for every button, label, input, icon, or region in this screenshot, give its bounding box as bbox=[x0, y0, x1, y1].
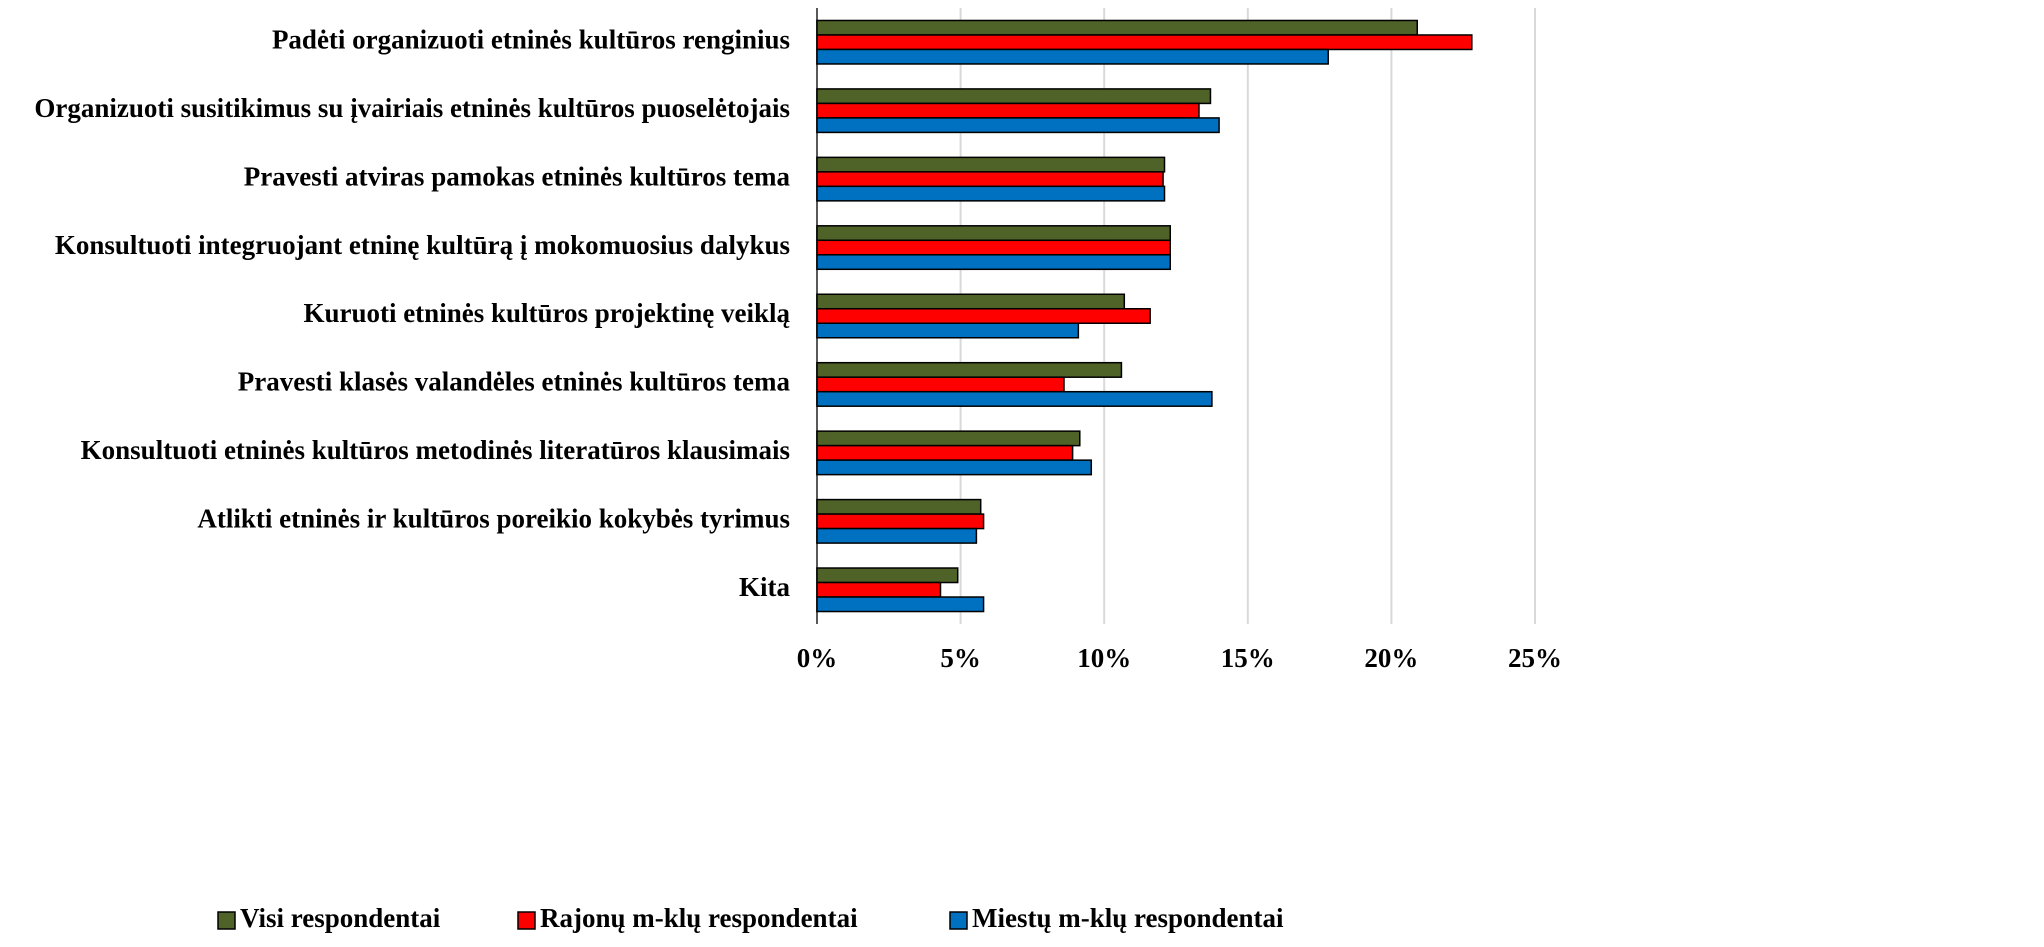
bar bbox=[816, 390, 1213, 407]
legend-label: Visi respondentai bbox=[240, 903, 441, 933]
bar bbox=[816, 596, 985, 613]
y-tick-label: Padėti organizuoti etninės kultūros reng… bbox=[272, 24, 790, 54]
bar bbox=[816, 527, 978, 544]
bar bbox=[816, 102, 1200, 119]
bar bbox=[816, 171, 1164, 188]
bar bbox=[816, 498, 982, 515]
bar bbox=[816, 567, 959, 584]
bar bbox=[816, 88, 1212, 105]
bar bbox=[816, 185, 1166, 202]
y-tick-label: Pravesti klasės valandėles etninės kultū… bbox=[238, 367, 791, 397]
y-tick-label: Kita bbox=[739, 572, 790, 602]
bar bbox=[816, 459, 1093, 476]
bar bbox=[816, 322, 1080, 339]
bar bbox=[816, 430, 1081, 447]
x-tick-label: 25% bbox=[1508, 643, 1562, 673]
legend-swatch bbox=[949, 911, 968, 930]
x-tick-label: 10% bbox=[1077, 643, 1131, 673]
bar bbox=[816, 308, 1151, 324]
legend-swatch bbox=[517, 911, 536, 930]
bar bbox=[816, 376, 1065, 393]
bar bbox=[816, 117, 1220, 134]
y-tick-label: Kuruoti etninės kultūros projektinę veik… bbox=[303, 298, 790, 328]
y-tick-label: Pravesti atviras pamokas etninės kultūro… bbox=[244, 161, 791, 191]
bar bbox=[816, 34, 1473, 51]
bar bbox=[816, 254, 1172, 271]
x-tick-label: 15% bbox=[1221, 643, 1275, 673]
x-tick-label: 20% bbox=[1364, 643, 1418, 673]
bar bbox=[816, 513, 985, 530]
y-tick-label: Organizuoti susitikimus su įvairiais etn… bbox=[34, 93, 790, 123]
bar bbox=[816, 225, 1172, 242]
y-tick-label: Atlikti etninės ir kultūros poreikio kok… bbox=[197, 504, 790, 534]
bar bbox=[816, 444, 1074, 461]
bar bbox=[816, 293, 1126, 310]
legend-swatch bbox=[217, 911, 236, 930]
legend-label: Rajonų m-klų respondentai bbox=[540, 903, 858, 933]
y-tick-label: Konsultuoti etninės kultūros metodinės l… bbox=[81, 435, 790, 465]
bar bbox=[816, 361, 1123, 378]
y-tick-label: Konsultuoti integruojant etninę kultūrą … bbox=[55, 230, 790, 260]
bar bbox=[816, 581, 942, 598]
bar bbox=[816, 156, 1166, 173]
bar bbox=[816, 48, 1329, 65]
legend-label: Miestų m-klų respondentai bbox=[972, 903, 1284, 933]
x-tick-label: 5% bbox=[940, 643, 981, 673]
bar bbox=[816, 239, 1172, 256]
bar bbox=[816, 19, 1418, 36]
x-tick-label: 0% bbox=[797, 643, 838, 673]
